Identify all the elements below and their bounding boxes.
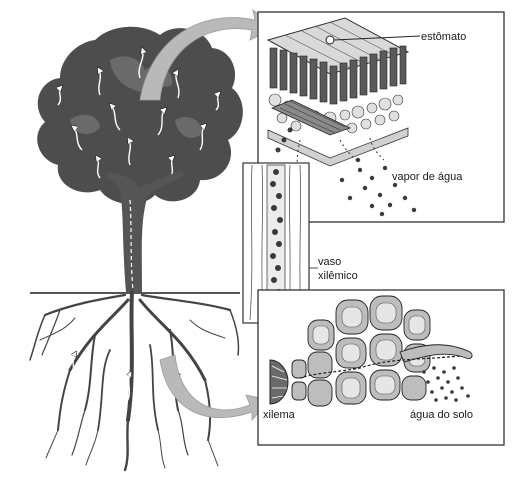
leaf-water-paths: [296, 137, 385, 171]
tree-canopy: [37, 26, 243, 205]
arrow-to-root-panel: [159, 354, 271, 422]
label-vessel-line2: xilêmico: [318, 270, 358, 282]
tree-trunk: [105, 170, 185, 292]
label-water-vapor: vapor de água: [392, 171, 463, 183]
leaf-tissue: [266, 17, 421, 167]
soil-water-dots: [422, 366, 470, 402]
label-vessel-line1: vaso: [318, 256, 341, 268]
label-stomata: estômato: [421, 31, 466, 43]
tree-roots: [29, 290, 240, 472]
label-xylem: xilema: [263, 409, 296, 421]
root-tissue: [269, 295, 473, 407]
water-vapor-dots: [339, 157, 417, 217]
label-soil-water: água do solo: [410, 409, 473, 421]
